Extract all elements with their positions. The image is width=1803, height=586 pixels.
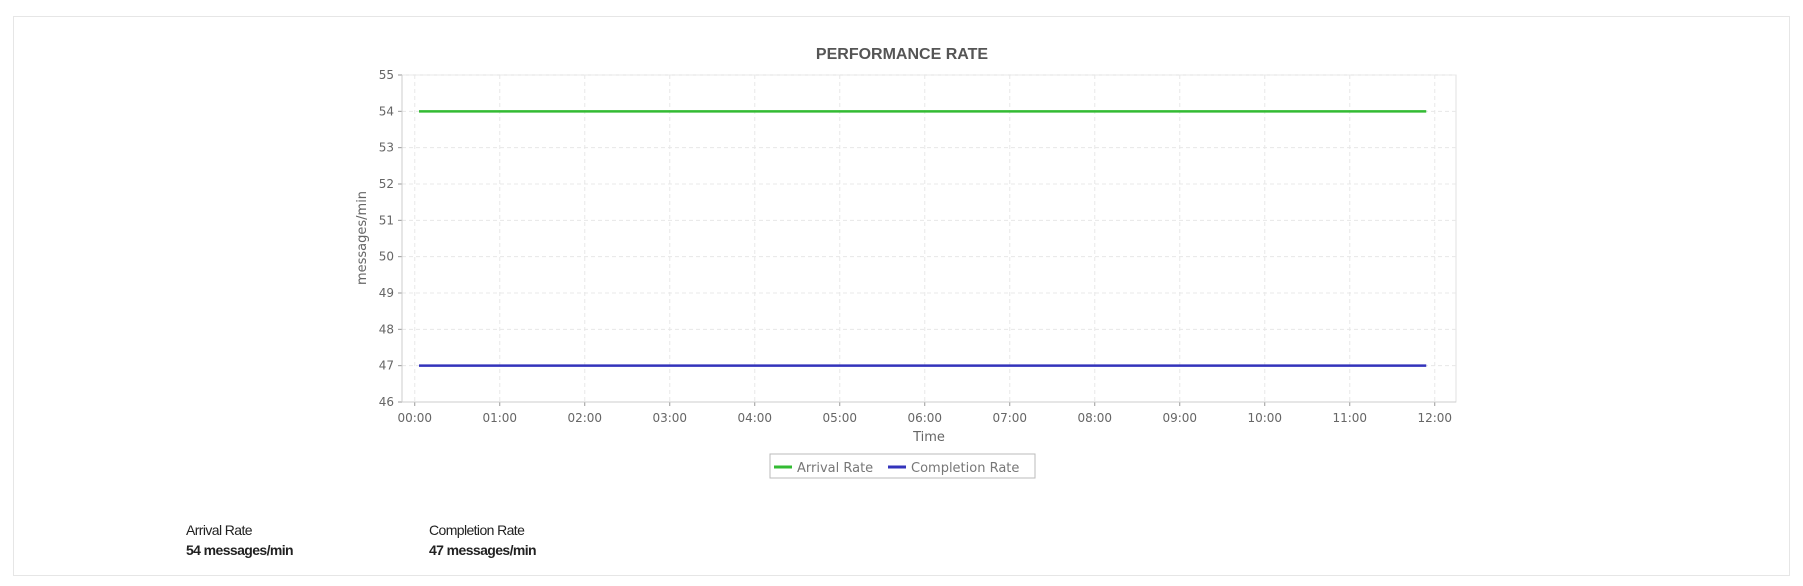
x-tick-label-12: 12:00 [1417, 411, 1452, 425]
summary-arrival-label: Arrival Rate [186, 522, 253, 538]
series-lines [419, 110, 1427, 367]
y-tick-label-51: 51 [379, 213, 394, 227]
summary-arrival-value: 54 messages/min [186, 542, 294, 558]
x-axis-label: Time [912, 430, 945, 445]
x-tick-label-7: 07:00 [992, 411, 1027, 425]
y-tick-label-55: 55 [379, 68, 394, 82]
chart-title: PERFORMANCE RATE [816, 46, 988, 63]
y-tick-label-54: 54 [379, 104, 394, 118]
x-tick-label-3: 03:00 [652, 411, 687, 425]
y-tick-label-52: 52 [379, 177, 394, 191]
plot-area [401, 74, 1457, 403]
x-tick-label-2: 02:00 [567, 411, 602, 425]
x-tick-label-10: 10:00 [1247, 411, 1282, 425]
y-tick-label-46: 46 [379, 395, 394, 409]
x-tick-label-4: 04:00 [737, 411, 772, 425]
summary-arrival-rate: Arrival Rate 54 messages/min [186, 522, 294, 558]
summary-completion-rate: Completion Rate 47 messages/min [429, 522, 537, 558]
x-tick-label-6: 06:00 [907, 411, 942, 425]
x-tick-label-1: 01:00 [482, 411, 517, 425]
x-tick-label-8: 08:00 [1077, 411, 1112, 425]
summary-completion-label: Completion Rate [429, 522, 525, 538]
y-axis-label: messages/min [355, 191, 370, 285]
y-tick-label-53: 53 [379, 141, 394, 155]
x-axis-ticks: 00:00 01:00 02:00 03:00 04:00 05:00 06:00 07:00… [397, 402, 1452, 425]
y-tick-label-50: 50 [379, 250, 394, 264]
legend: Arrival Rate Completion Rate [769, 453, 1036, 479]
y-tick-label-49: 49 [379, 286, 394, 300]
summary-completion-value: 47 messages/min [429, 542, 537, 558]
y-axis-ticks: 46 47 48 49 50 51 52 53 54 55 [379, 68, 402, 409]
legend-label-arrival-rate: Arrival Rate [797, 461, 873, 476]
x-tick-label-0: 00:00 [397, 411, 432, 425]
x-tick-label-5: 05:00 [822, 411, 857, 425]
y-tick-label-48: 48 [379, 322, 394, 336]
x-tick-label-9: 09:00 [1162, 411, 1197, 425]
x-tick-label-11: 11:00 [1332, 411, 1367, 425]
y-tick-label-47: 47 [379, 359, 394, 373]
legend-label-completion-rate: Completion Rate [911, 461, 1019, 476]
